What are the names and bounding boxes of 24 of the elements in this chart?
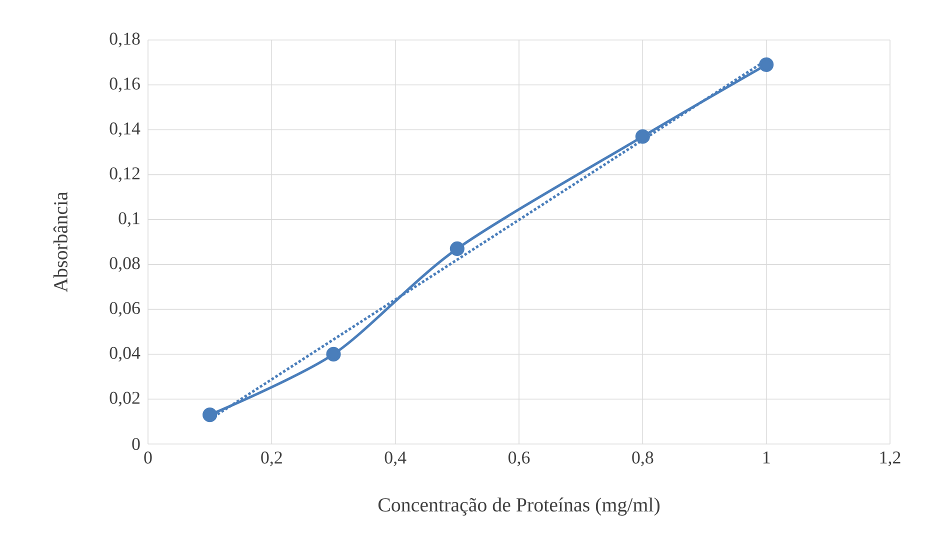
- y-axis-title: Absorbância: [53, 192, 68, 292]
- y-tick-label: 0,12: [110, 167, 140, 182]
- y-tick-label: 0,1: [118, 212, 140, 227]
- x-tick-label: 0: [144, 452, 152, 464]
- point: [202, 408, 218, 422]
- x-axis-title: Concentração de Proteínas (mg/ml): [378, 498, 660, 516]
- y-tick-label: 0,14: [110, 122, 140, 138]
- point: [759, 57, 774, 72]
- y-tick-label: 0,06: [110, 302, 140, 317]
- y-tick-label: 0,08: [110, 257, 140, 272]
- x-tick-label: 0,4: [384, 452, 406, 466]
- y-tick-label: 0,18: [110, 32, 140, 48]
- x-tick-label: 0,6: [508, 452, 530, 466]
- x-tick-label: 0,8: [632, 452, 654, 466]
- y-tick-label: 0,16: [110, 78, 140, 92]
- x-tick-label: 1,2: [880, 452, 900, 466]
- x-tick-label: 1: [763, 452, 770, 464]
- point: [635, 129, 650, 144]
- point: [450, 241, 464, 256]
- x-tick-label: 0,2: [261, 452, 282, 466]
- point: [326, 346, 341, 362]
- y-tick-label: 0,02: [110, 392, 140, 406]
- y-tick-label: 0,04: [110, 346, 140, 362]
- y-tick-label: 0: [132, 438, 140, 450]
